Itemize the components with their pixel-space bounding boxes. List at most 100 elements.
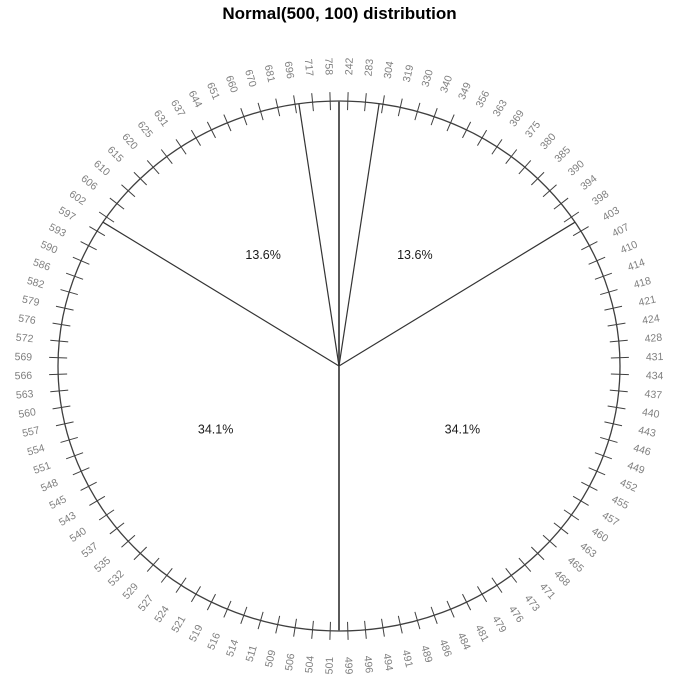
tick-mark bbox=[190, 129, 201, 146]
tick-label: 319 bbox=[401, 64, 417, 84]
tick-label: 283 bbox=[363, 58, 377, 77]
tick-mark bbox=[477, 586, 488, 603]
tick-mark bbox=[364, 620, 367, 639]
tick-mark bbox=[160, 149, 173, 165]
tick-mark bbox=[462, 121, 472, 139]
tick-label: 554 bbox=[26, 442, 46, 458]
tick-label: 463 bbox=[577, 540, 598, 560]
tick-mark bbox=[121, 534, 136, 548]
tick-label: 457 bbox=[600, 510, 621, 529]
tick-mark bbox=[240, 606, 248, 624]
tick-label: 557 bbox=[21, 424, 41, 440]
tick-mark bbox=[581, 481, 598, 491]
tick-mark bbox=[223, 600, 232, 618]
tick-mark bbox=[146, 557, 160, 572]
tick-mark bbox=[206, 121, 216, 139]
tick-label: 390 bbox=[566, 158, 587, 179]
tick-mark bbox=[604, 305, 623, 311]
tick-label: 582 bbox=[25, 275, 45, 291]
tick-label: 631 bbox=[151, 108, 171, 129]
tick-label: 440 bbox=[641, 406, 660, 421]
tick-label: 758 bbox=[322, 57, 335, 75]
tick-label: 532 bbox=[106, 568, 127, 589]
tick-mark bbox=[414, 611, 421, 630]
tick-mark bbox=[364, 93, 367, 112]
tick-label: 499 bbox=[342, 657, 355, 675]
tick-label: 529 bbox=[120, 581, 141, 602]
tick-mark bbox=[52, 405, 71, 410]
tick-label: 410 bbox=[619, 239, 640, 257]
tick-mark bbox=[414, 102, 421, 121]
tick-mark bbox=[175, 577, 187, 593]
tick-mark bbox=[133, 546, 148, 561]
tick-mark bbox=[60, 436, 78, 443]
tick-label: 431 bbox=[646, 351, 664, 364]
tick-label: 610 bbox=[91, 158, 112, 179]
tick-label: 615 bbox=[105, 144, 126, 165]
tick-label: 620 bbox=[119, 131, 140, 152]
tick-mark bbox=[563, 211, 580, 223]
tick-label: 443 bbox=[637, 424, 657, 440]
tick-mark bbox=[381, 95, 385, 114]
tick-mark bbox=[397, 615, 403, 634]
tick-label: 576 bbox=[17, 312, 36, 327]
tick-label: 414 bbox=[626, 256, 647, 273]
tick-label: 418 bbox=[632, 275, 652, 291]
tick-label: 468 bbox=[551, 568, 572, 589]
tick-mark bbox=[594, 272, 613, 280]
tick-mark bbox=[462, 593, 472, 611]
tick-label: 340 bbox=[438, 74, 455, 95]
tick-label: 586 bbox=[31, 256, 52, 273]
tick-label: 330 bbox=[420, 68, 436, 88]
tick-label: 509 bbox=[263, 649, 279, 669]
tick-label: 637 bbox=[168, 98, 187, 119]
tick-mark bbox=[572, 226, 589, 237]
tick-label: 696 bbox=[282, 60, 297, 79]
tick-mark bbox=[50, 389, 69, 393]
tick-mark bbox=[257, 611, 264, 630]
tick-label: 501 bbox=[323, 657, 336, 675]
tick-mark bbox=[381, 618, 385, 637]
tick-mark bbox=[600, 436, 618, 443]
tick-mark bbox=[553, 522, 569, 535]
tick-mark bbox=[347, 621, 349, 640]
tick-mark bbox=[572, 495, 589, 506]
tick-mark bbox=[477, 129, 488, 146]
tick-label: 356 bbox=[474, 89, 493, 110]
tick-mark bbox=[257, 102, 264, 121]
tick-mark bbox=[160, 567, 173, 583]
tick-label: 545 bbox=[47, 493, 68, 512]
tick-mark bbox=[72, 467, 90, 476]
tick-mark bbox=[553, 197, 569, 210]
tick-mark bbox=[109, 197, 125, 210]
tick-label: 516 bbox=[205, 631, 223, 652]
tick-label: 304 bbox=[382, 60, 397, 79]
tick-label: 449 bbox=[626, 460, 647, 477]
tick-mark bbox=[65, 272, 84, 280]
tick-label: 398 bbox=[590, 188, 611, 208]
tick-mark bbox=[530, 546, 545, 561]
tick-label: 424 bbox=[641, 312, 660, 327]
tick-label: 494 bbox=[380, 653, 395, 672]
tick-label: 625 bbox=[135, 119, 155, 140]
tick-mark bbox=[223, 114, 232, 132]
tick-label: 452 bbox=[618, 477, 639, 495]
sector-boundary-line bbox=[102, 221, 340, 367]
tick-mark bbox=[311, 620, 314, 639]
tick-label: 540 bbox=[68, 525, 89, 545]
tick-label: 548 bbox=[39, 477, 60, 495]
tick-label: 349 bbox=[456, 81, 474, 102]
sector-boundary-line bbox=[338, 103, 380, 367]
sector-percent-label: 34.1% bbox=[445, 423, 480, 437]
tick-label: 566 bbox=[14, 370, 32, 383]
tick-label: 569 bbox=[14, 351, 32, 364]
tick-label: 479 bbox=[490, 614, 509, 635]
tick-mark bbox=[89, 226, 106, 237]
sector-percent-label: 34.1% bbox=[198, 423, 233, 437]
tick-mark bbox=[609, 339, 628, 343]
tick-mark bbox=[542, 184, 557, 198]
tick-label: 572 bbox=[15, 332, 34, 346]
tick-label: 375 bbox=[523, 119, 543, 140]
tick-label: 460 bbox=[589, 525, 610, 545]
tick-mark bbox=[80, 241, 97, 251]
